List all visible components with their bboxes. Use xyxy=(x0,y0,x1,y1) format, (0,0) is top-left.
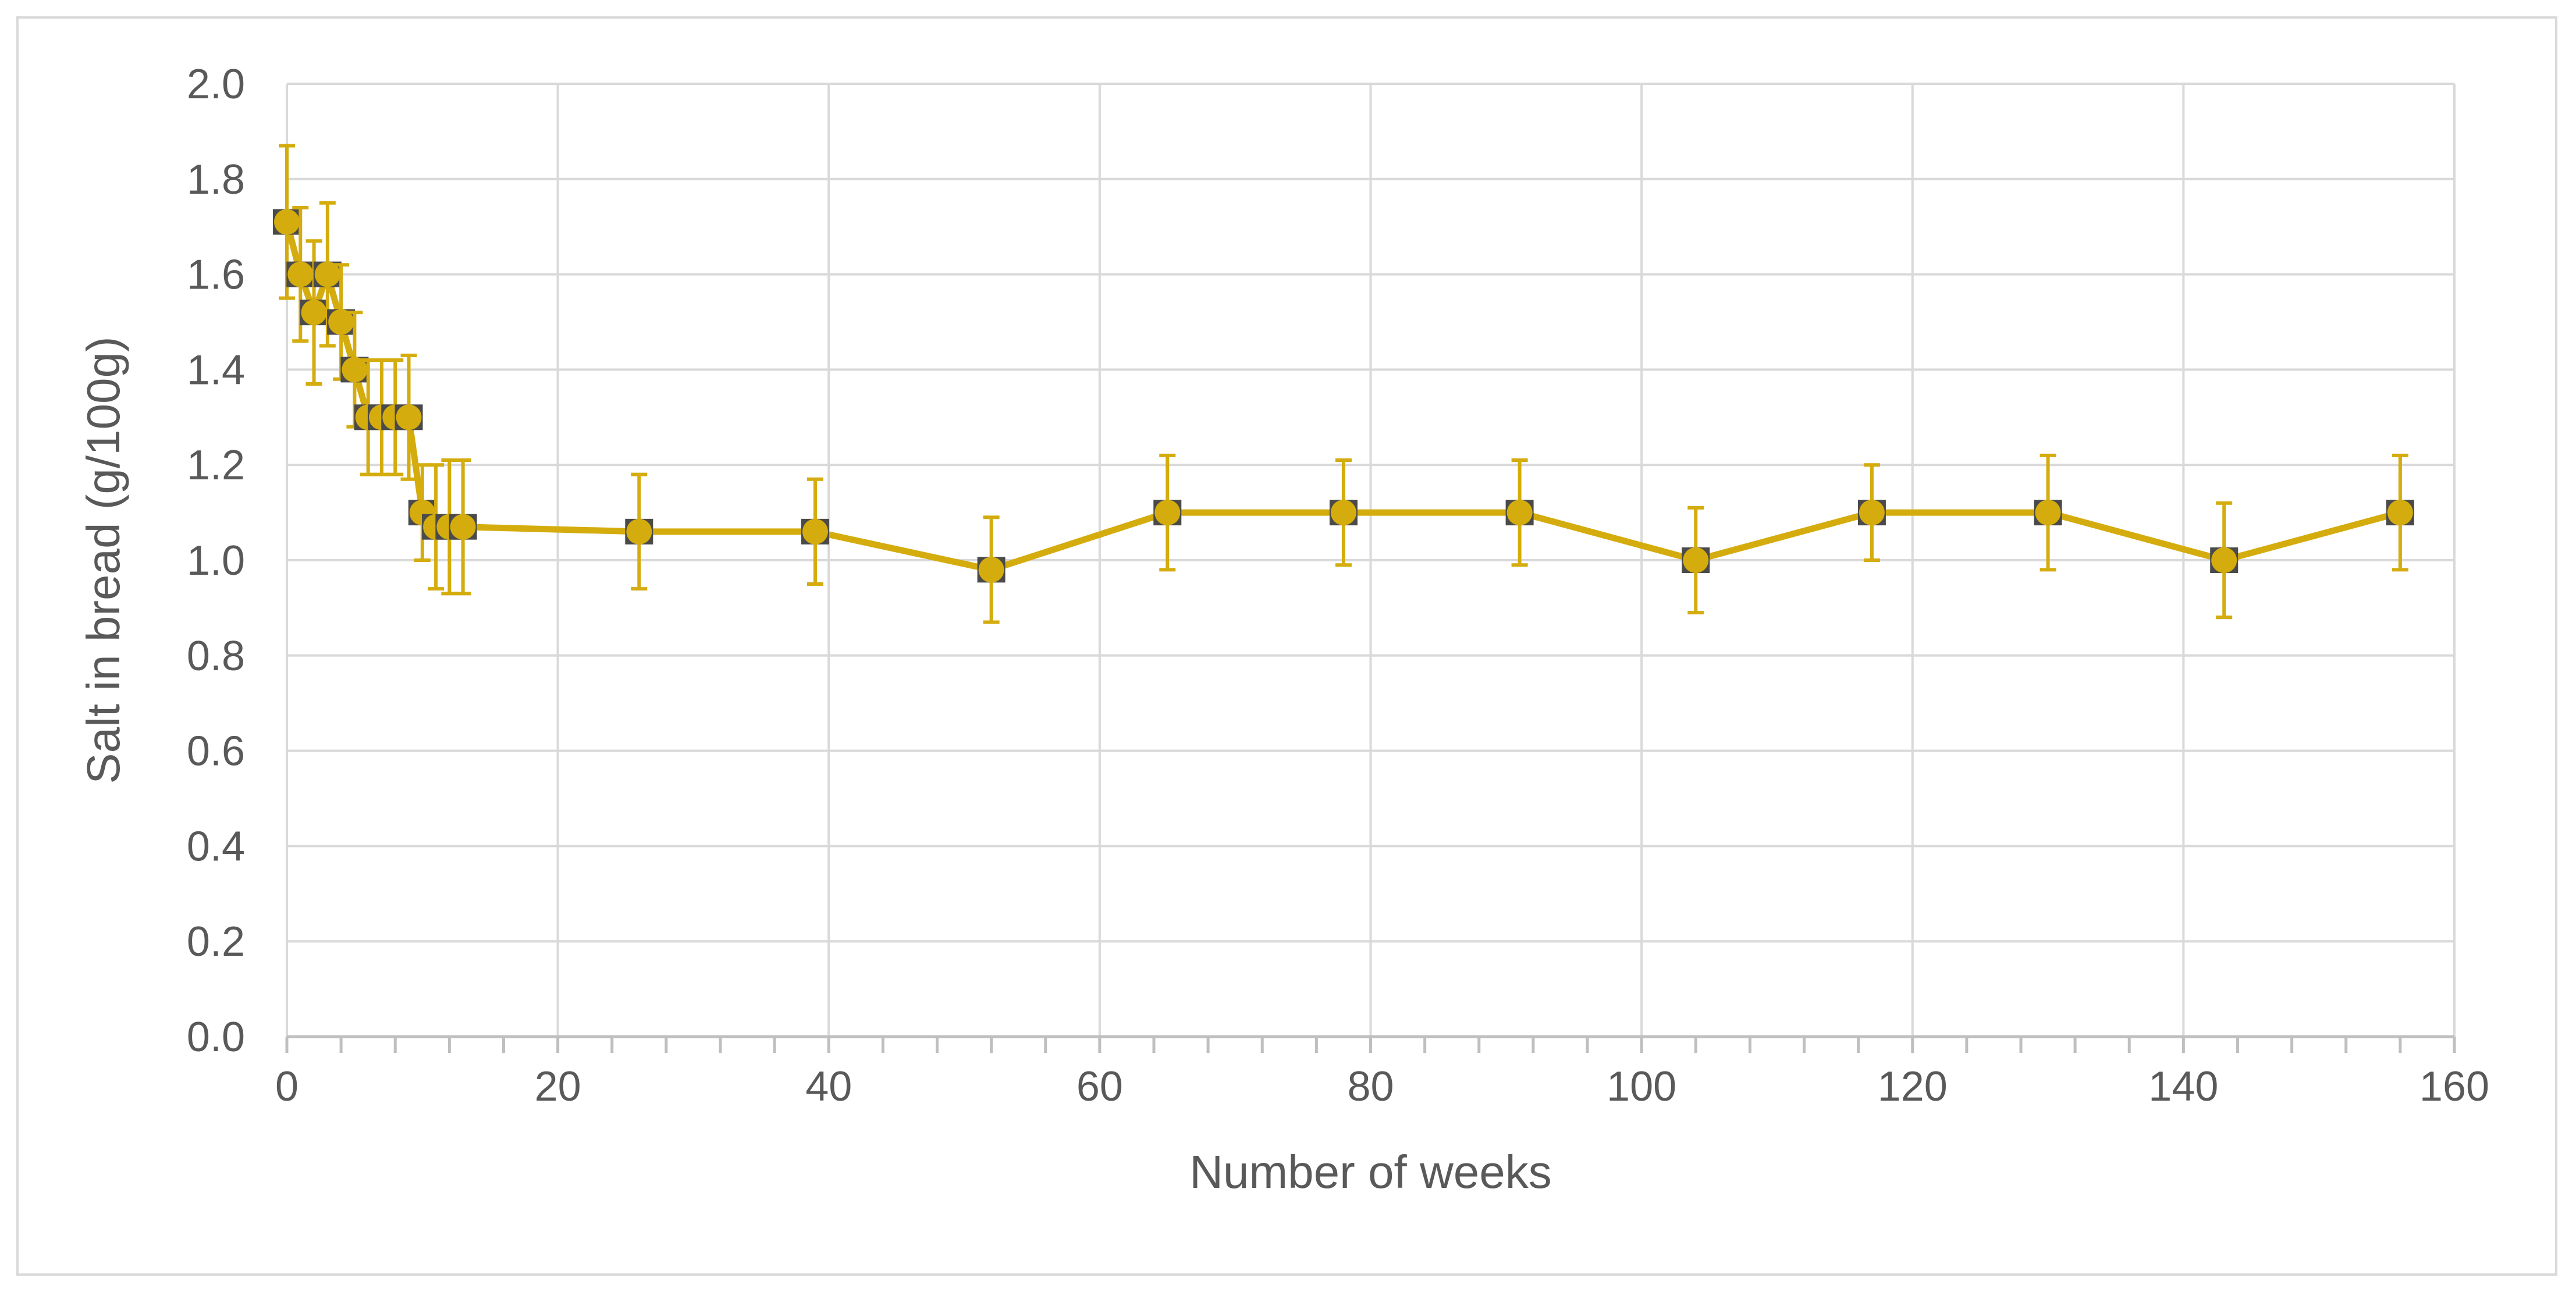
data-point xyxy=(396,404,422,430)
data-point xyxy=(2387,500,2413,526)
y-tick-label: 0.6 xyxy=(187,728,245,775)
x-tick-label: 20 xyxy=(535,1063,581,1110)
chart-frame xyxy=(16,16,2557,1276)
x-axis-title: Number of weeks xyxy=(1189,1146,1551,1198)
y-tick-label: 0.4 xyxy=(187,823,245,870)
data-point xyxy=(328,309,354,335)
x-tick-label: 160 xyxy=(2419,1063,2489,1110)
y-tick-label: 2.0 xyxy=(187,61,245,108)
data-series xyxy=(273,144,2414,624)
x-tick-label: 80 xyxy=(1347,1063,1394,1110)
grid-lines xyxy=(286,83,2456,1037)
y-tick-label: 0.2 xyxy=(187,919,245,965)
data-point xyxy=(2211,547,2237,573)
y-axis-title: Salt in bread (g/100g) xyxy=(77,336,129,784)
axes xyxy=(285,1035,2456,1053)
tick-labels: 0.0 0.2 0.4 0.6 0.8 1.0 1.2 1.4 1.6 1.8 2.0 0 20 40 60… xyxy=(187,61,2489,1110)
y-tick-label: 1.4 xyxy=(187,347,245,393)
x-tick-label: 60 xyxy=(1076,1063,1123,1110)
data-point xyxy=(342,357,368,383)
data-point xyxy=(1506,500,1533,526)
data-point xyxy=(1330,500,1356,526)
y-tick-label: 1.6 xyxy=(187,252,245,298)
data-point xyxy=(2035,500,2061,526)
data-point xyxy=(978,557,1004,583)
data-point xyxy=(301,300,327,326)
data-point xyxy=(314,261,340,287)
data-point xyxy=(274,209,300,235)
y-tick-label: 0.0 xyxy=(187,1014,245,1060)
data-point xyxy=(1683,547,1709,573)
x-tick-label: 40 xyxy=(805,1063,852,1110)
x-tick-label: 0 xyxy=(275,1063,299,1110)
data-point xyxy=(450,514,476,540)
y-tick-label: 1.8 xyxy=(187,156,245,203)
y-tick-label: 1.0 xyxy=(187,538,245,584)
data-point xyxy=(802,518,828,544)
y-tick-label: 0.8 xyxy=(187,633,245,679)
data-point xyxy=(626,518,652,544)
x-tick-label: 100 xyxy=(1607,1063,1676,1110)
y-tick-label: 1.2 xyxy=(187,442,245,489)
data-point xyxy=(1154,500,1181,526)
x-tick-label: 140 xyxy=(2148,1063,2218,1110)
data-point xyxy=(1859,500,1885,526)
x-tick-label: 120 xyxy=(1878,1063,1948,1110)
data-point xyxy=(287,261,314,287)
